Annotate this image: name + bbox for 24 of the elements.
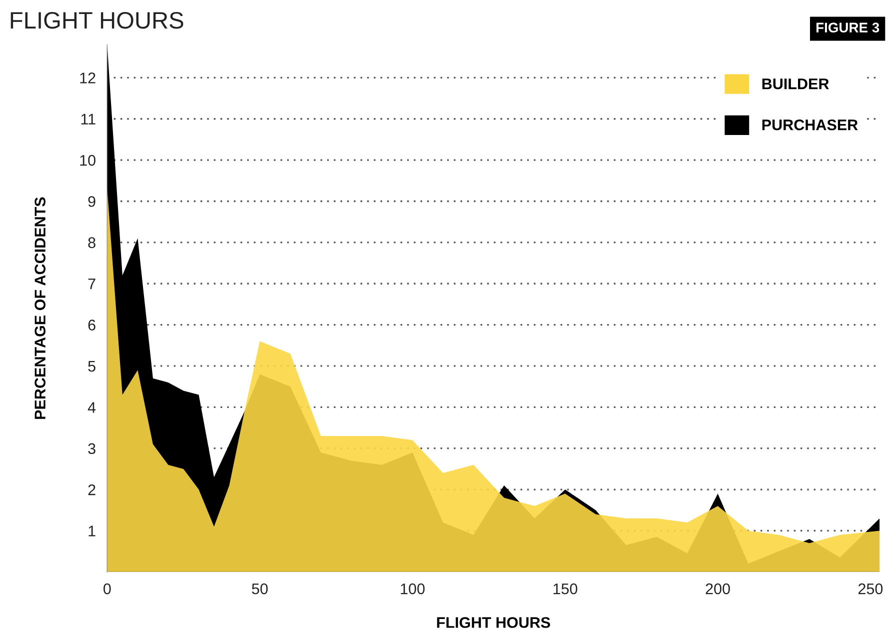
chart-title: FLIGHT HOURS bbox=[10, 12, 184, 29]
y-tick-label: 8 bbox=[88, 237, 96, 248]
x-tick-label: 150 bbox=[554, 583, 578, 594]
x-tick-label: 100 bbox=[400, 583, 425, 594]
y-tick-label: 12 bbox=[80, 72, 96, 84]
legend-label: BUILDER bbox=[762, 78, 829, 90]
y-tick-label: 2 bbox=[88, 484, 96, 496]
x-tick-label: 50 bbox=[252, 583, 268, 594]
x-tick-label: 250 bbox=[858, 583, 883, 594]
x-tick-label: 200 bbox=[706, 583, 730, 594]
legend-label: PURCHASER bbox=[762, 119, 858, 130]
y-tick-label: 1 bbox=[88, 526, 96, 536]
x-axis-title: FLIGHT HOURS bbox=[437, 617, 550, 628]
x-tick-label: 0 bbox=[104, 583, 111, 594]
y-axis-title: PERCENTAGE OF ACCIDENTS bbox=[34, 197, 46, 419]
y-tick-label: 11 bbox=[81, 114, 96, 124]
caption: FIGURE 3 bbox=[816, 22, 880, 33]
y-tick-label: 4 bbox=[88, 402, 96, 413]
y-tick-label: 6 bbox=[88, 320, 96, 330]
y-tick-label: 5 bbox=[88, 361, 96, 372]
y-tick-label: 3 bbox=[88, 443, 96, 454]
y-tick-label: 9 bbox=[88, 196, 96, 207]
y-tick-label: 10 bbox=[80, 154, 96, 166]
y-tick-label: 7 bbox=[88, 278, 96, 290]
